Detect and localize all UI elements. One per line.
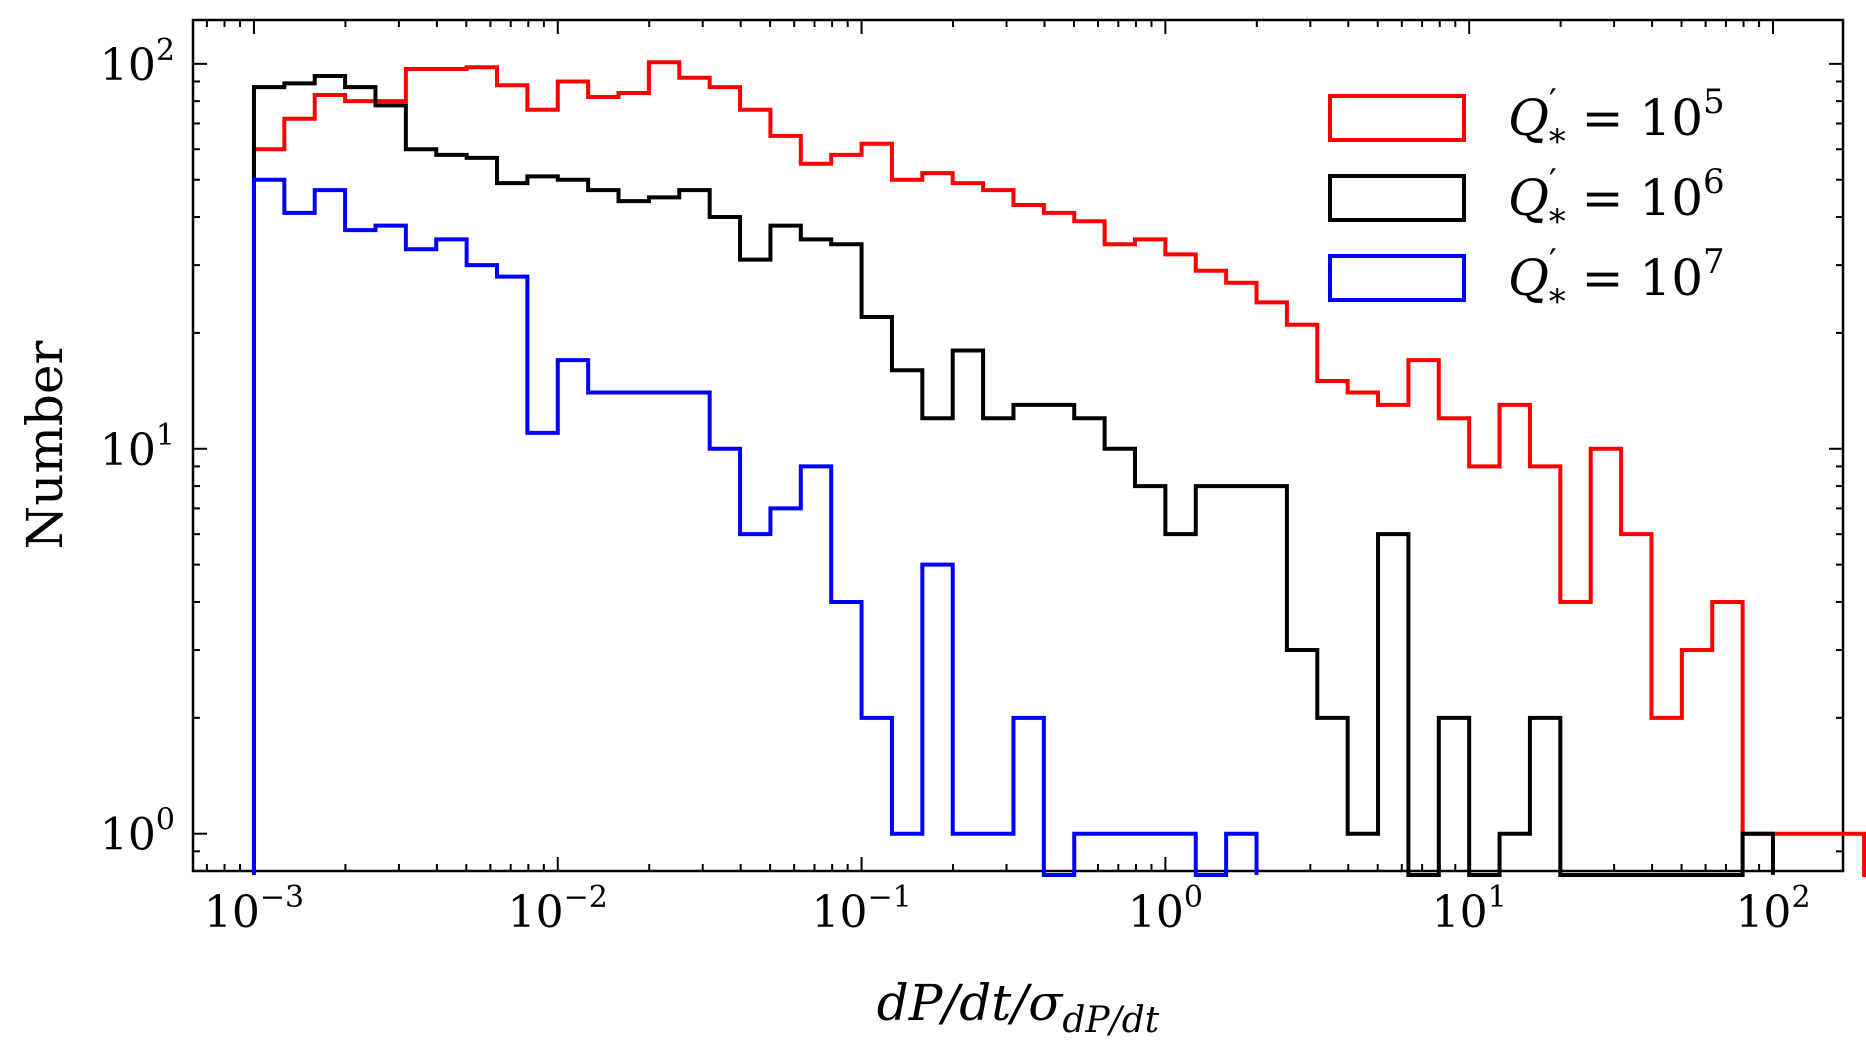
legend-label: Q′ * = 105 [1508,82,1725,162]
x-tick-label: 10−3 [204,880,304,938]
x-tick-label: 102 [1735,880,1810,938]
x-tick-label: 100 [1128,880,1203,938]
series-1-histogram [251,60,1866,877]
plot-frame [191,18,1845,873]
series-2-histogram [251,73,1775,877]
series-3-histogram [251,177,1259,877]
x-tick-label: 10−1 [811,880,911,938]
y-tick-label: 100 [100,803,175,861]
series-layer [251,60,1866,877]
y-tick-label: 102 [100,33,175,91]
legend-swatch [1328,174,1466,222]
legend-swatch [1328,254,1466,302]
legend-label: Q′ * = 107 [1508,242,1725,322]
y-tick-label: 101 [100,418,175,476]
minor-ticks [193,20,1843,872]
y-axis-label: Number [16,340,74,549]
x-tick-label: 10−2 [508,880,608,938]
y-tick-labels: 100 101 102 [100,33,175,861]
x-tick-label: 101 [1432,880,1507,938]
x-axis-label: dP/dt/σdP/dt [877,974,1160,1041]
legend-label: Q′ * = 106 [1508,162,1725,242]
major-ticks [193,20,1843,871]
x-tick-labels: 10−3 10−2 10−1 100 101 102 [204,880,1811,938]
legend-swatch [1328,94,1466,142]
plot-area [191,18,1866,877]
